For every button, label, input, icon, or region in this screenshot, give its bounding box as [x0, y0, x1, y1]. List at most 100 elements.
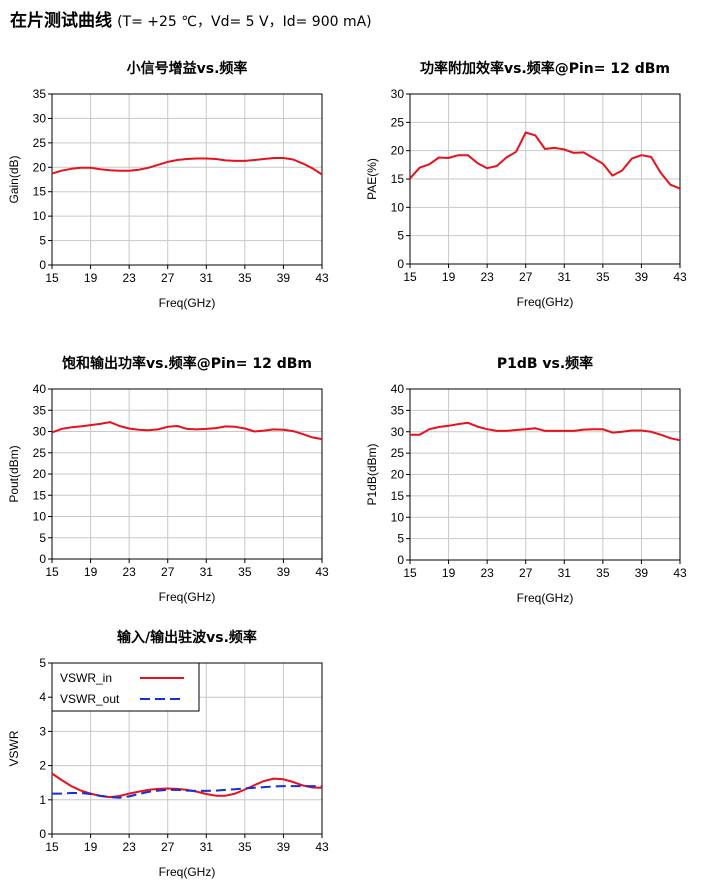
y-tick-label: 15 — [391, 489, 405, 503]
x-tick-label: 23 — [480, 566, 494, 580]
y-tick-label: 30 — [33, 111, 47, 125]
y-tick-label: 1 — [39, 793, 46, 807]
x-tick-label: 43 — [673, 270, 687, 284]
x-tick-label: 23 — [122, 271, 136, 285]
x-tick-label: 15 — [45, 840, 59, 854]
y-tick-label: 30 — [391, 425, 405, 439]
chart-title: 小信号增益vs.频率 — [127, 60, 248, 77]
y-tick-label: 20 — [33, 467, 47, 481]
y-tick-label: 5 — [39, 531, 46, 545]
legend-box — [51, 662, 200, 712]
y-tick-label: 2 — [39, 759, 46, 773]
x-tick-label: 19 — [84, 840, 98, 854]
x-tick-label: 15 — [45, 271, 59, 285]
chart-2: 功率附加效率vs.频率@Pin= 12 dBm 15 19 23 27 31 35 39 43 0… — [365, 60, 687, 309]
series-line-vswr-out — [52, 785, 322, 799]
y-tick-label: 15 — [33, 185, 47, 199]
y-tick-label: 0 — [39, 552, 46, 566]
y-tick-label: 35 — [33, 87, 47, 101]
x-axis-label: Freq(GHz) — [517, 295, 574, 309]
y-tick-label: 20 — [391, 144, 405, 158]
x-tick-label: 35 — [596, 270, 610, 284]
y-axis-label: Gain(dB) — [7, 155, 21, 203]
x-tick-label: 27 — [161, 565, 175, 579]
y-tick-label: 10 — [391, 510, 405, 524]
x-axis-label: Freq(GHz) — [159, 296, 216, 310]
x-tick-label: 31 — [200, 565, 214, 579]
page-header: 在片测试曲线 (T= +25 ℃，Vd= 5 V，Id= 900 mA) — [10, 6, 372, 36]
x-tick-label: 19 — [84, 271, 98, 285]
x-tick-label: 35 — [596, 566, 610, 580]
y-tick-label: 15 — [391, 172, 405, 186]
x-axis-label: Freq(GHz) — [159, 590, 216, 604]
series-line-1 — [51, 157, 323, 176]
x-tick-label: 15 — [403, 270, 417, 284]
y-tick-label: 40 — [391, 382, 405, 396]
x-tick-label: 23 — [122, 565, 136, 579]
chart-title: 输入/输出驻波vs.频率 — [117, 629, 257, 646]
x-tick-label: 43 — [315, 271, 329, 285]
y-tick-label: 0 — [397, 553, 404, 567]
page-title: 在片测试曲线 — [10, 11, 112, 31]
y-tick-label: 20 — [391, 468, 405, 482]
x-tick-label: 31 — [200, 840, 214, 854]
x-tick-label: 35 — [238, 840, 252, 854]
series-line-1 — [409, 131, 681, 190]
y-tick-label: 10 — [33, 209, 47, 223]
series-line-1 — [51, 421, 323, 441]
x-tick-label: 23 — [122, 840, 136, 854]
y-tick-label: 0 — [39, 827, 46, 841]
x-tick-label: 43 — [315, 840, 329, 854]
x-tick-label: 19 — [84, 565, 98, 579]
y-tick-label: 35 — [391, 403, 405, 417]
y-tick-label: 0 — [39, 258, 46, 272]
y-tick-label: 35 — [33, 403, 47, 417]
x-tick-label: 43 — [315, 565, 329, 579]
y-tick-label: 0 — [397, 257, 404, 271]
x-tick-label: 27 — [519, 270, 533, 284]
x-tick-label: 39 — [277, 271, 291, 285]
x-tick-label: 23 — [480, 270, 494, 284]
x-tick-label: 27 — [519, 566, 533, 580]
x-tick-label: 39 — [635, 270, 649, 284]
y-tick-label: 10 — [391, 200, 405, 214]
x-tick-label: 15 — [403, 566, 417, 580]
y-tick-label: 3 — [39, 724, 46, 738]
x-tick-label: 19 — [442, 270, 456, 284]
x-axis-label: Freq(GHz) — [159, 865, 216, 879]
y-tick-label: 40 — [33, 382, 47, 396]
x-tick-label: 43 — [673, 566, 687, 580]
x-tick-label: 35 — [238, 565, 252, 579]
y-tick-label: 15 — [33, 488, 47, 502]
x-tick-label: 35 — [238, 271, 252, 285]
chart-3: 饱和输出功率vs.频率@Pin= 12 dBm 15 19 23 27 31 35 39 43 0… — [7, 355, 329, 604]
y-tick-label: 30 — [33, 425, 47, 439]
y-tick-label: 30 — [391, 87, 405, 101]
x-tick-label: 39 — [277, 565, 291, 579]
test-conditions: (T= +25 ℃，Vd= 5 V，Id= 900 mA) — [117, 14, 372, 30]
y-tick-label: 5 — [39, 656, 46, 670]
legend-label: VSWR_out — [60, 692, 120, 706]
chart-1: 小信号增益vs.频率 15 19 23 27 31 35 39 43 0 5 10 15 20 25 30 35… — [7, 60, 329, 310]
y-tick-label: 5 — [39, 234, 46, 248]
x-tick-label: 31 — [558, 270, 572, 284]
chart-title: 饱和输出功率vs.频率@Pin= 12 dBm — [62, 355, 312, 372]
x-tick-label: 39 — [277, 840, 291, 854]
chart-title: 功率附加效率vs.频率@Pin= 12 dBm — [420, 60, 670, 77]
y-axis-label: Pout(dBm) — [7, 445, 21, 502]
plot-frame — [51, 93, 323, 266]
x-tick-label: 27 — [161, 840, 175, 854]
y-tick-label: 25 — [391, 446, 405, 460]
y-tick-label: 20 — [33, 160, 47, 174]
x-axis-label: Freq(GHz) — [517, 591, 574, 605]
x-tick-label: 27 — [161, 271, 175, 285]
x-tick-label: 39 — [635, 566, 649, 580]
legend-label: VSWR_in — [60, 671, 112, 685]
y-axis-label: P1dB(dBm) — [365, 443, 379, 505]
y-axis-label: PAE(%) — [365, 158, 379, 200]
y-tick-label: 10 — [33, 510, 47, 524]
x-tick-label: 31 — [558, 566, 572, 580]
series-line-1 — [410, 421, 681, 442]
